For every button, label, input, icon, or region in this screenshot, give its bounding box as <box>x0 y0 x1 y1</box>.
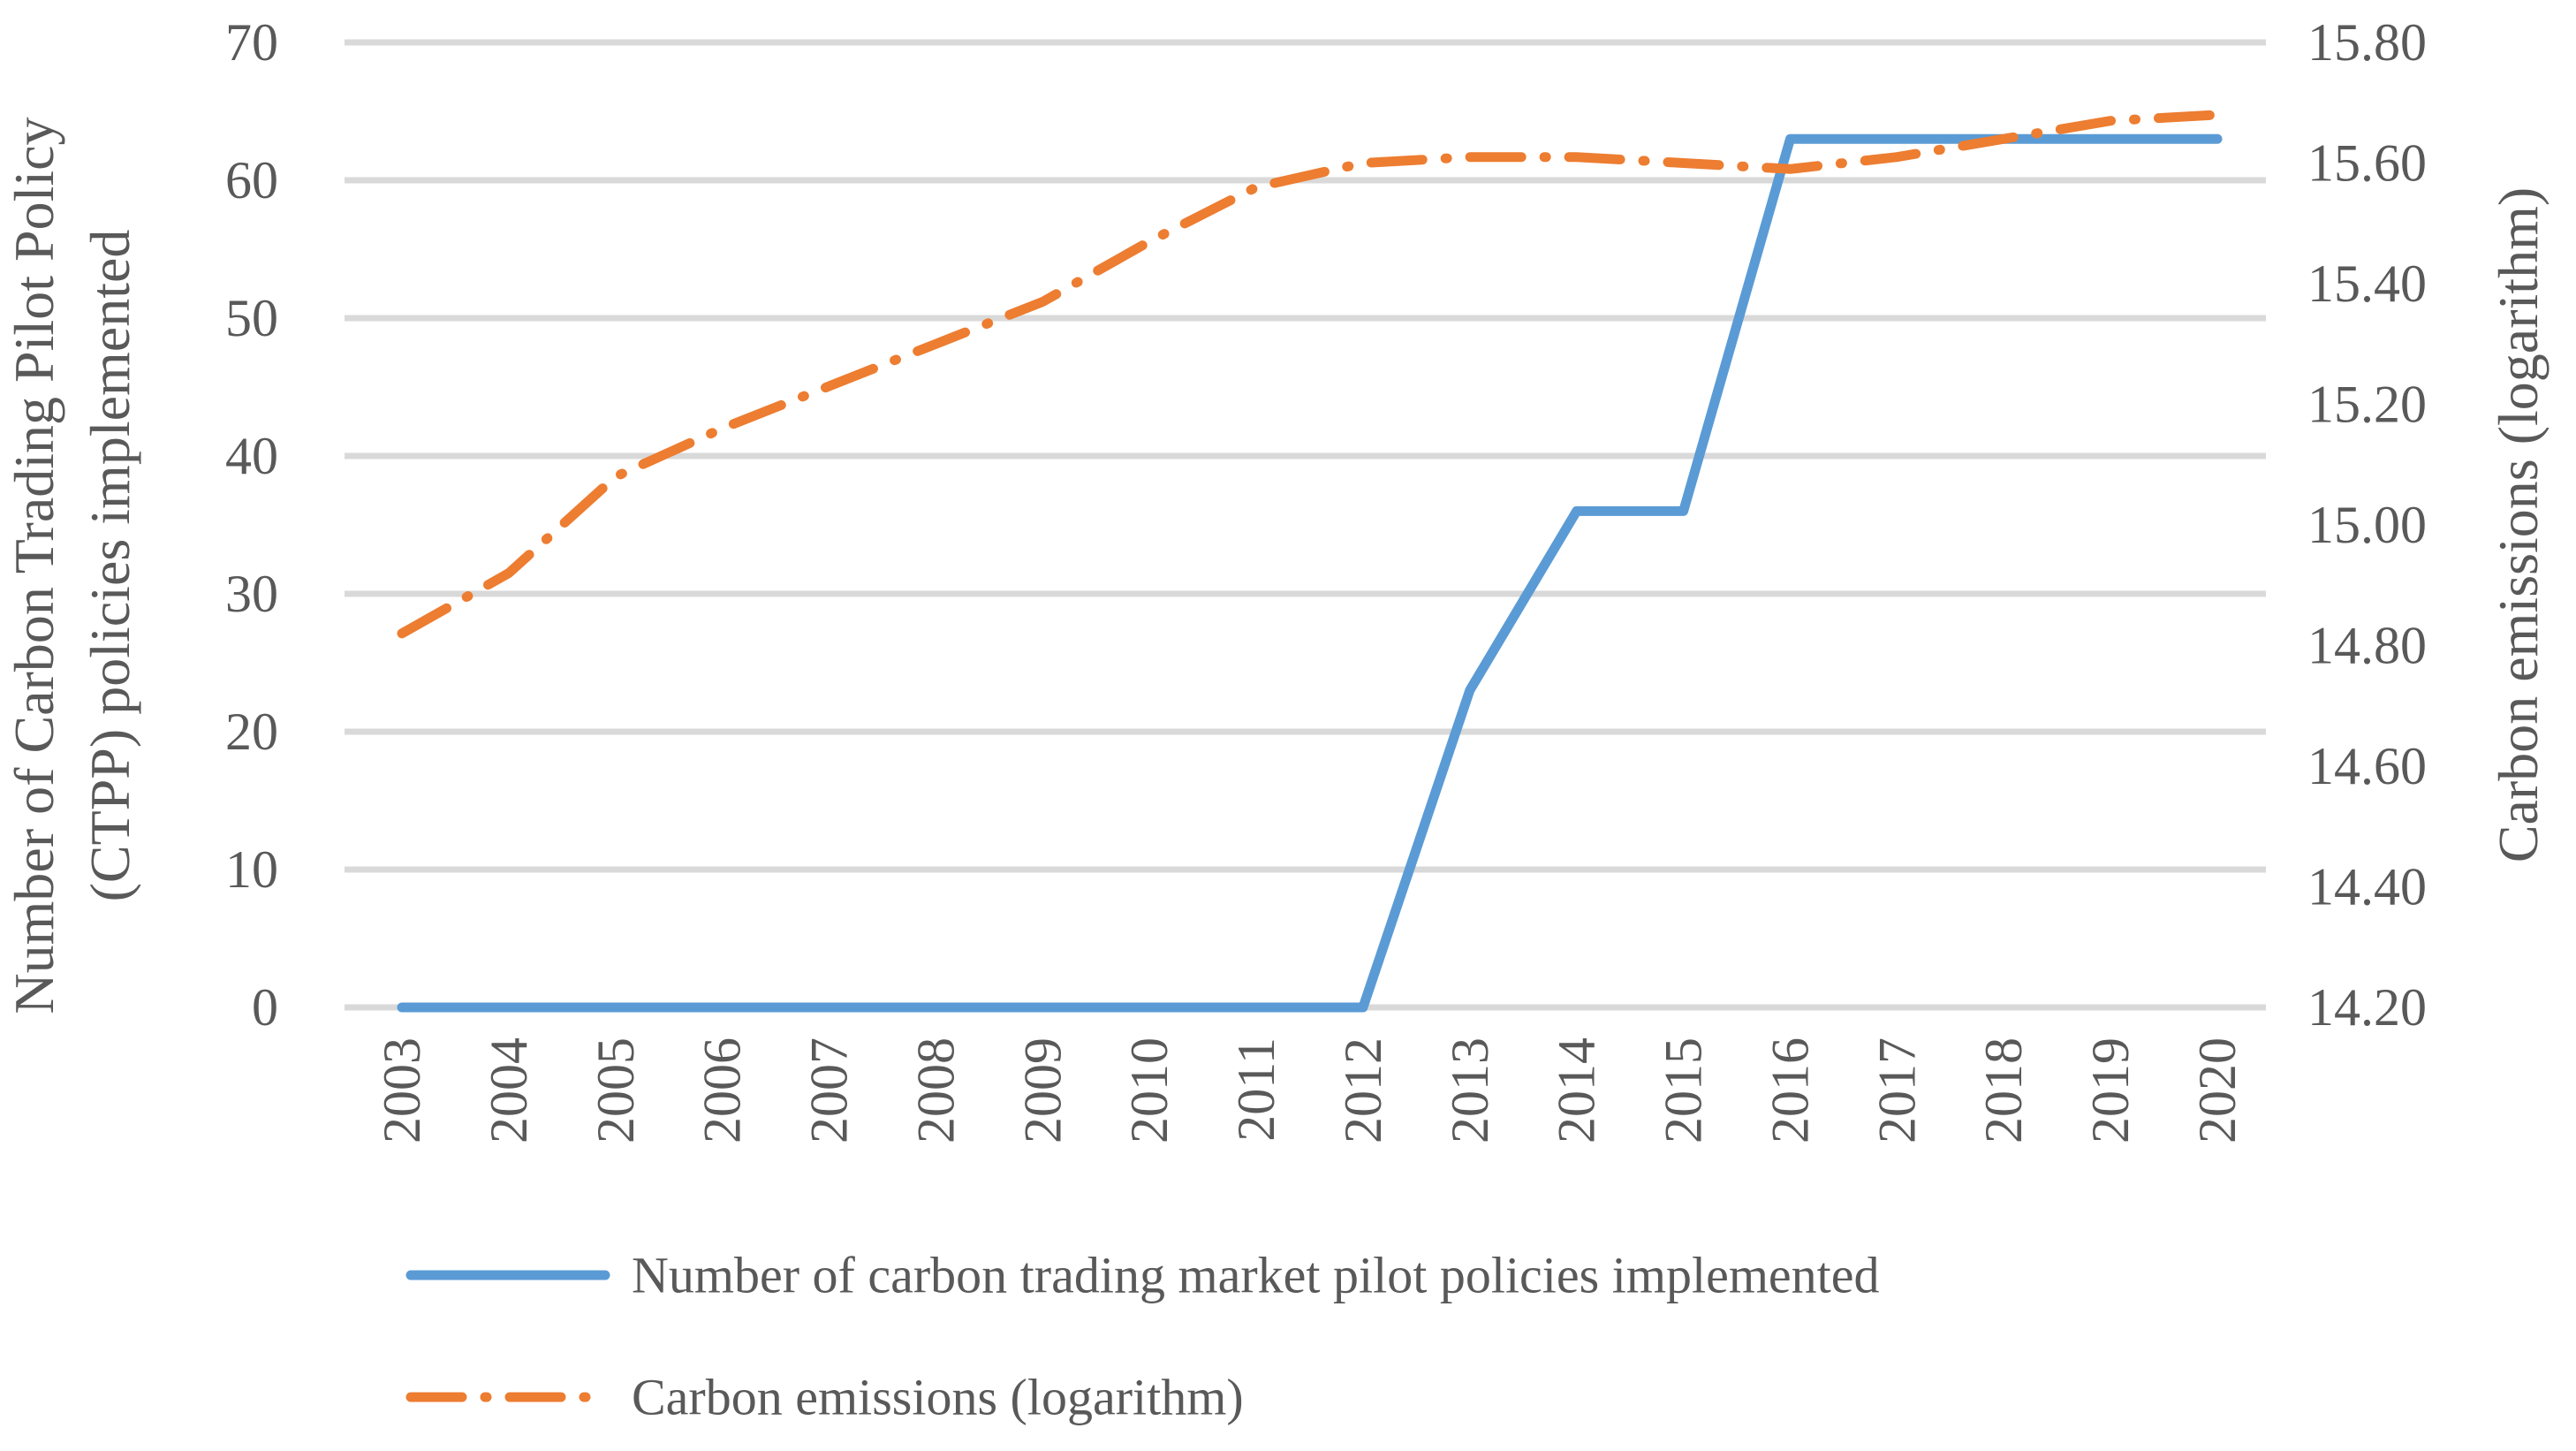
x-axis-tick-label: 2020 <box>2188 1037 2246 1143</box>
gridlines <box>345 39 2266 1011</box>
right-axis-title: Carbon emissions (logarithm) <box>2487 187 2549 862</box>
x-axis-tick-label: 2008 <box>906 1037 965 1143</box>
legend-label-emissions: Carbon emissions (logarithm) <box>632 1369 1244 1426</box>
right-axis-tick-labels: 14.20 14.40 14.60 14.80 15.00 15.20 15.40 15.60… <box>2307 13 2427 1037</box>
x-axis-tick-label: 2009 <box>1013 1037 1072 1143</box>
right-axis-tick-label: 15.20 <box>2307 376 2427 434</box>
legend: Number of carbon trading market pilot po… <box>405 1247 1880 1426</box>
x-axis-tick-label: 2007 <box>800 1037 859 1143</box>
left-axis-tick-label: 50 <box>225 289 278 347</box>
x-axis-tick-label: 2003 <box>373 1037 431 1143</box>
x-axis-tick-labels: 2003 2004 2005 2006 2007 2008 2009 2010 2011 2012… <box>373 1037 2246 1143</box>
x-axis-tick-label: 2019 <box>2081 1037 2140 1143</box>
x-axis-tick-label: 2018 <box>1974 1037 2033 1143</box>
right-axis-tick-label: 14.40 <box>2307 858 2427 916</box>
right-axis-tick-label: 14.20 <box>2307 978 2427 1037</box>
policies-line-series <box>397 133 2223 1013</box>
x-axis-tick-label: 2010 <box>1120 1037 1178 1143</box>
left-axis-tick-label: 70 <box>225 13 278 72</box>
series-lines <box>397 110 2223 1013</box>
x-axis-tick-label: 2016 <box>1761 1037 1819 1143</box>
x-axis-tick-label: 2012 <box>1334 1037 1392 1143</box>
legend-item-policies: Number of carbon trading market pilot po… <box>405 1247 1880 1304</box>
left-axis-title-line2: (CTPP) policies implemented <box>79 230 141 902</box>
left-axis-tick-label: 40 <box>225 427 278 485</box>
right-axis-tick-label: 15.40 <box>2307 254 2427 313</box>
right-axis-tick-label: 14.80 <box>2307 617 2427 675</box>
right-axis-tick-label: 15.60 <box>2307 134 2427 193</box>
left-axis-tick-labels: 0 10 20 30 40 50 60 70 <box>225 13 278 1037</box>
x-axis-tick-label: 2013 <box>1441 1037 1499 1143</box>
x-axis-tick-label: 2011 <box>1227 1037 1285 1142</box>
x-axis-tick-label: 2006 <box>693 1037 752 1143</box>
emissions-line-series <box>397 110 2223 639</box>
legend-item-emissions: Carbon emissions (logarithm) <box>405 1369 1244 1426</box>
x-axis-tick-label: 2015 <box>1655 1037 1713 1143</box>
legend-label-policies: Number of carbon trading market pilot po… <box>632 1247 1880 1304</box>
x-axis-tick-label: 2017 <box>1868 1037 1926 1143</box>
x-axis-tick-label: 2004 <box>480 1037 538 1143</box>
right-axis-tick-label: 15.80 <box>2307 13 2427 72</box>
left-axis-tick-label: 20 <box>225 703 278 761</box>
left-axis-title-line1: Number of Carbon Trading Pilot Policy <box>3 117 65 1014</box>
x-axis-tick-label: 2005 <box>587 1037 645 1143</box>
right-axis-tick-label: 14.60 <box>2307 737 2427 795</box>
left-axis-tick-label: 0 <box>252 978 278 1037</box>
left-axis-tick-label: 60 <box>225 151 278 209</box>
left-axis-tick-label: 10 <box>225 840 278 899</box>
x-axis-tick-label: 2014 <box>1548 1037 1606 1143</box>
right-axis-tick-label: 15.00 <box>2307 496 2427 554</box>
left-axis-tick-label: 30 <box>225 565 278 623</box>
